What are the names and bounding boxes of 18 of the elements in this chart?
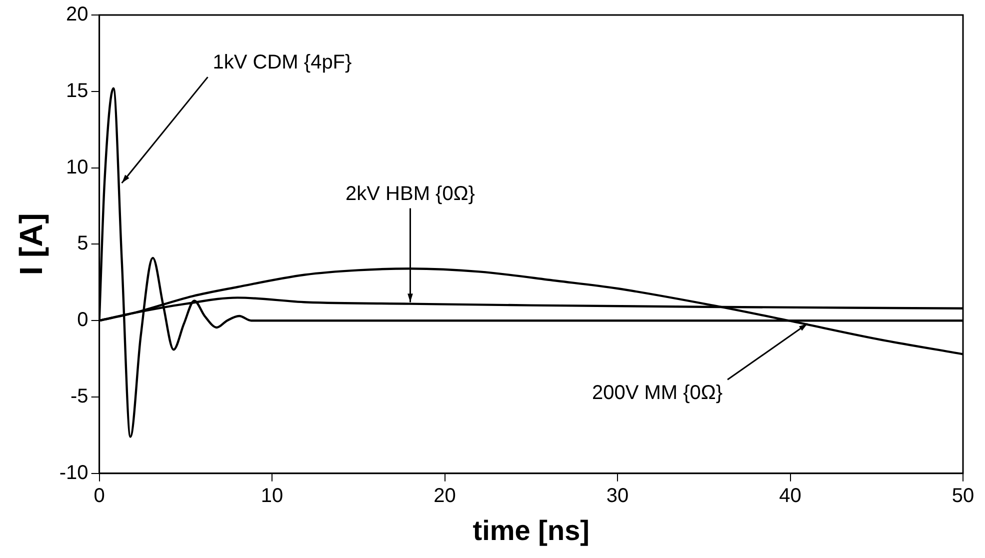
annotation: 1kV CDM {4pF} xyxy=(212,52,352,74)
y-axis-title: I [A] xyxy=(13,213,50,276)
y-tick-label: 0 xyxy=(77,309,88,332)
annotation: 200V MM {0Ω} xyxy=(592,382,723,404)
x-tick-label: 40 xyxy=(779,484,802,507)
annotation: 2kV HBM {0Ω} xyxy=(346,182,476,205)
x-tick-label: 30 xyxy=(606,484,629,507)
y-tick-label: -5 xyxy=(70,386,88,408)
y-tick-label: -10 xyxy=(59,462,88,484)
x-tick-label: 10 xyxy=(260,484,284,507)
y-tick-label: 15 xyxy=(66,80,88,102)
x-tick-label: 0 xyxy=(94,484,105,507)
x-axis-title: time [ns] xyxy=(472,514,590,546)
y-tick-label: 5 xyxy=(77,232,88,255)
x-tick-label: 50 xyxy=(952,484,974,507)
y-tick-label: 20 xyxy=(66,4,88,26)
y-tick-label: 10 xyxy=(66,156,88,178)
x-tick-label: 20 xyxy=(434,484,456,507)
